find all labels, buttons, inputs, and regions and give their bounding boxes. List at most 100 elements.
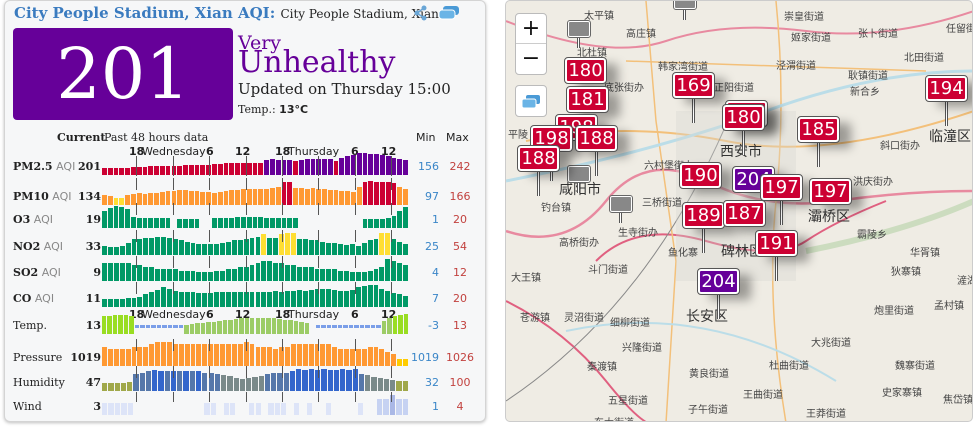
sparkline[interactable] [102,342,409,366]
aqi-station-marker[interactable]: 204 [697,268,740,295]
no-data-station-marker[interactable] [609,195,633,213]
layers-button[interactable] [515,85,547,117]
station-title[interactable]: City People Stadium, Xian AQI: City Peop… [14,4,439,22]
history-bar [403,358,408,366]
history-bar [267,346,273,366]
aqi-station-marker[interactable]: 191 [755,230,798,257]
history-bar [374,181,380,205]
history-bar [302,239,308,255]
history-bar [402,399,408,415]
history-bar [119,167,125,175]
aqi-station-marker[interactable]: 187 [723,200,766,227]
row-max: 13 [453,319,467,332]
sparkline[interactable] [102,259,409,281]
aqi-station-marker[interactable]: 194 [925,75,968,102]
history-bar [173,325,178,328]
map-place-label: 灵沼街道 [564,313,604,324]
aqi-station-marker[interactable]: 188 [517,145,560,172]
aqi-station-marker[interactable]: 197 [760,174,803,201]
zoom-in-button[interactable]: + [516,14,546,44]
history-bar [264,188,269,205]
sparkline[interactable] [102,206,409,228]
history-bar [102,168,107,175]
aqi-station-marker[interactable]: 197 [809,178,852,205]
history-bar [346,369,352,391]
sparkline[interactable] [102,314,409,334]
unit-label: AQI [56,160,76,173]
history-bar [252,189,258,205]
history-bar [275,218,281,228]
no-data-station-marker[interactable] [673,1,697,10]
map[interactable]: 太平镇 高庄镇 北杜镇 韩家湾街道 底张街办 正阳街道 平陵 六村堡街办 钓台镇 咸阳市 三桥街道 西… [505,0,973,422]
history-bar [368,181,374,205]
sparkline[interactable] [102,369,409,391]
history-bar [320,288,326,307]
time-gridline [391,366,392,378]
history-bar [333,161,339,175]
history-bar [296,239,302,255]
history-bar [258,189,264,205]
history-bar [162,325,167,328]
history-bar [229,403,236,415]
history-bar [190,242,196,255]
time-gridline [391,178,392,190]
no-data-station-marker[interactable] [567,20,591,38]
history-bar [261,234,267,255]
history-bar [281,218,287,228]
history-bar [403,295,408,307]
history-bar [114,403,121,415]
history-bar [385,182,391,205]
aqi-station-marker[interactable]: 169 [672,72,715,99]
time-gridline [355,203,356,215]
history-bar [113,246,119,255]
history-bar [208,293,214,307]
history-bar [344,290,349,307]
history-bar [241,189,246,205]
sparkline[interactable] [102,233,409,255]
history-bar [403,206,408,228]
history-bar [282,320,288,334]
history-bar [228,320,233,334]
aqi-station-marker[interactable]: 180 [722,104,765,131]
history-bar [183,218,188,228]
history-bar [289,370,296,391]
map-place-label: 韩家湾街道 [658,62,708,73]
aqi-station-marker[interactable]: 185 [797,116,840,143]
history-bar [112,314,118,334]
aqi-station-marker[interactable]: 180 [564,57,607,84]
sparkline[interactable] [102,285,409,307]
history-bar [338,270,344,281]
updated-time: Updated on Thursday 15:00 [238,80,451,98]
history-bar [298,159,304,175]
history-bar [158,370,164,391]
station-title-link[interactable]: City People Stadium, Xian AQI [14,4,270,22]
sparkline[interactable] [102,395,409,415]
no-data-station-marker[interactable] [567,165,591,183]
history-bar [200,322,206,334]
marker-stem [817,142,820,167]
sparkline[interactable] [102,181,409,205]
history-bar [125,298,131,307]
aqi-station-marker[interactable]: 181 [566,86,609,113]
aqi-station-marker[interactable]: 188 [575,125,618,152]
row-current: 13 [85,319,101,332]
sparkline[interactable] [102,153,409,175]
history-bar [361,272,367,281]
time-tick-label: 6 [351,308,359,321]
history-bar [184,292,190,307]
time-gridline [246,203,247,215]
aqi-station-marker[interactable]: 189 [682,202,725,229]
share-icon[interactable] [413,5,429,21]
history-bar [142,193,148,205]
history-bar [243,239,249,255]
aqi-station-marker[interactable]: 190 [679,162,722,189]
zoom-out-button[interactable]: − [521,46,541,71]
time-gridline [173,282,174,294]
history-bar [151,325,156,328]
map-place-label: 大王镇 [511,273,541,284]
time-tick-label: 18 [275,308,291,321]
unit-label: AQI [41,266,61,279]
history-bar [148,193,154,205]
layers-icon[interactable] [438,5,460,21]
row-current: 47 [85,376,101,389]
